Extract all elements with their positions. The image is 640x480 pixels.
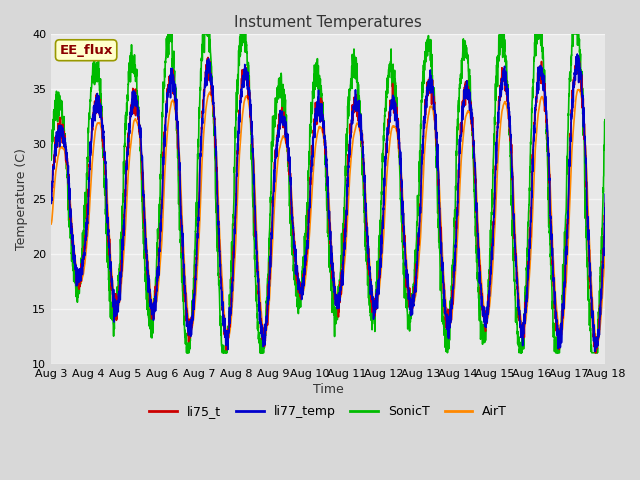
SonicT xyxy=(47,157,55,163)
li77_temp xyxy=(591,339,598,345)
AirT xyxy=(284,150,291,156)
li75_t xyxy=(47,192,55,198)
Line: SonicT: SonicT xyxy=(51,34,605,353)
li75_t xyxy=(591,331,598,336)
li77_temp xyxy=(111,306,118,312)
li77_temp xyxy=(284,133,291,139)
AirT xyxy=(531,159,538,165)
AirT xyxy=(593,339,600,345)
Line: li77_temp: li77_temp xyxy=(51,54,605,351)
AirT xyxy=(143,252,151,257)
Y-axis label: Temperature (C): Temperature (C) xyxy=(15,148,28,250)
SonicT xyxy=(164,31,172,37)
li77_temp xyxy=(573,51,581,57)
li77_temp xyxy=(531,130,538,136)
SonicT xyxy=(111,326,118,332)
li75_t xyxy=(591,350,599,356)
SonicT xyxy=(602,137,609,143)
Title: Instument Temperatures: Instument Temperatures xyxy=(234,15,422,30)
AirT xyxy=(260,329,268,335)
AirT xyxy=(591,325,598,331)
AirT xyxy=(111,296,118,301)
AirT xyxy=(602,251,609,256)
li75_t xyxy=(284,138,292,144)
X-axis label: Time: Time xyxy=(313,383,344,396)
li75_t xyxy=(143,271,151,277)
SonicT xyxy=(183,350,191,356)
li75_t xyxy=(260,335,268,340)
SonicT xyxy=(143,296,151,301)
AirT xyxy=(47,221,55,227)
li77_temp xyxy=(260,338,268,344)
li75_t xyxy=(531,107,539,113)
SonicT xyxy=(591,350,598,356)
li77_temp xyxy=(47,194,55,200)
li77_temp xyxy=(591,348,598,354)
AirT xyxy=(575,86,582,92)
li77_temp xyxy=(602,192,609,197)
SonicT xyxy=(284,148,292,154)
SonicT xyxy=(531,42,539,48)
Line: li75_t: li75_t xyxy=(51,58,605,353)
Line: AirT: AirT xyxy=(51,89,605,342)
li77_temp xyxy=(143,267,151,273)
Text: EE_flux: EE_flux xyxy=(60,44,113,57)
li75_t xyxy=(111,310,118,316)
SonicT xyxy=(260,344,268,350)
li75_t xyxy=(204,55,212,60)
li75_t xyxy=(602,201,609,206)
Legend: li75_t, li77_temp, SonicT, AirT: li75_t, li77_temp, SonicT, AirT xyxy=(145,400,512,423)
